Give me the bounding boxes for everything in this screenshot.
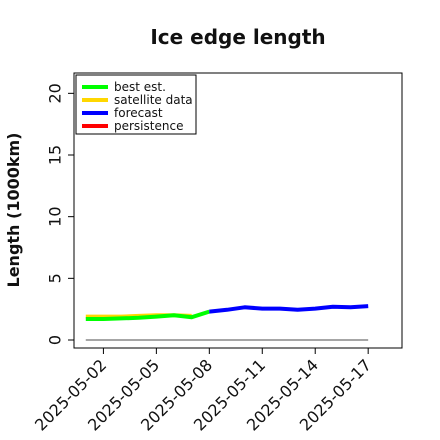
y-tick-label: 5 [46, 273, 65, 283]
series-line-best-est [85, 309, 210, 321]
y-axis: 0 5 10 15 20 [46, 83, 74, 345]
plot-frame [73, 72, 403, 349]
legend: best est.satellite dataforecastpersisten… [75, 74, 197, 135]
legend-label: forecast [114, 106, 163, 120]
legend-label: best est. [114, 80, 166, 94]
plot-area [85, 304, 369, 341]
y-axis-label: Length (1000km) [4, 133, 23, 288]
series-line-forecast [209, 304, 369, 314]
chart-title: Ice edge length [150, 25, 325, 49]
legend-label: persistence [114, 119, 183, 133]
y-tick-label: 15 [46, 145, 65, 165]
y-tick-label: 20 [46, 83, 65, 103]
y-tick-label: 10 [46, 206, 65, 226]
legend-label: satellite data [114, 93, 193, 107]
y-tick-label: 0 [46, 335, 65, 345]
